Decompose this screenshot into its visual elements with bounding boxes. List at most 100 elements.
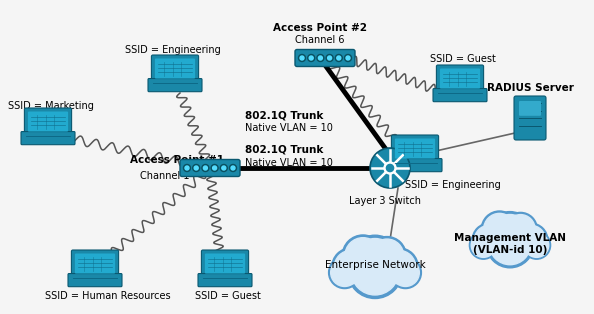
Circle shape	[488, 212, 532, 257]
Text: SSID = Human Resources: SSID = Human Resources	[45, 291, 170, 301]
Circle shape	[332, 248, 370, 286]
Circle shape	[349, 235, 400, 286]
Circle shape	[486, 220, 534, 268]
Circle shape	[514, 223, 548, 257]
FancyBboxPatch shape	[71, 250, 119, 277]
FancyBboxPatch shape	[437, 65, 484, 92]
Circle shape	[337, 56, 341, 60]
Text: SSID = Engineering: SSID = Engineering	[125, 45, 221, 55]
Circle shape	[203, 166, 207, 170]
Circle shape	[184, 165, 191, 171]
FancyBboxPatch shape	[201, 250, 249, 277]
FancyBboxPatch shape	[295, 50, 355, 67]
Circle shape	[471, 233, 495, 257]
Circle shape	[504, 212, 538, 246]
Circle shape	[328, 56, 331, 60]
Circle shape	[222, 166, 226, 170]
Circle shape	[309, 56, 313, 60]
Text: Enterprise Network: Enterprise Network	[325, 260, 425, 270]
Text: RADIUS Server: RADIUS Server	[486, 83, 573, 93]
Text: Management VLAN: Management VLAN	[454, 233, 566, 243]
Circle shape	[334, 250, 368, 284]
Text: Native VLAN = 10: Native VLAN = 10	[245, 123, 333, 133]
Circle shape	[353, 239, 397, 283]
FancyBboxPatch shape	[24, 108, 72, 135]
Circle shape	[380, 248, 418, 286]
FancyBboxPatch shape	[75, 253, 115, 273]
Circle shape	[516, 225, 546, 255]
Circle shape	[383, 250, 416, 284]
Circle shape	[484, 214, 516, 245]
Circle shape	[475, 225, 504, 255]
Circle shape	[368, 236, 406, 275]
Circle shape	[308, 55, 315, 62]
Text: Channel 1: Channel 1	[140, 171, 189, 181]
FancyBboxPatch shape	[388, 159, 442, 172]
Circle shape	[351, 248, 399, 295]
FancyBboxPatch shape	[519, 101, 541, 116]
FancyBboxPatch shape	[198, 273, 252, 287]
FancyBboxPatch shape	[21, 132, 75, 145]
Circle shape	[506, 214, 535, 244]
Circle shape	[231, 166, 235, 170]
Circle shape	[525, 233, 549, 257]
Text: Access Point #1: Access Point #1	[130, 155, 224, 165]
Circle shape	[346, 56, 350, 60]
Circle shape	[370, 239, 404, 273]
Text: SSID = Guest: SSID = Guest	[195, 291, 261, 301]
Text: Native VLAN = 10: Native VLAN = 10	[245, 158, 333, 168]
Circle shape	[300, 56, 304, 60]
FancyBboxPatch shape	[395, 138, 435, 159]
Circle shape	[387, 165, 394, 171]
Text: Access Point #2: Access Point #2	[273, 23, 367, 33]
FancyBboxPatch shape	[391, 135, 438, 162]
Text: SSID = Guest: SSID = Guest	[430, 54, 496, 64]
FancyBboxPatch shape	[68, 273, 122, 287]
Circle shape	[390, 257, 421, 289]
Circle shape	[345, 238, 381, 274]
Circle shape	[345, 55, 352, 62]
Circle shape	[342, 235, 384, 277]
Circle shape	[469, 231, 497, 259]
Circle shape	[229, 165, 236, 171]
Circle shape	[213, 166, 217, 170]
FancyBboxPatch shape	[440, 68, 480, 89]
FancyBboxPatch shape	[28, 111, 68, 132]
Circle shape	[317, 55, 324, 62]
Circle shape	[472, 223, 506, 257]
Text: 802.1Q Trunk: 802.1Q Trunk	[245, 145, 323, 155]
FancyBboxPatch shape	[514, 96, 546, 140]
Circle shape	[299, 55, 305, 62]
Text: SSID = Engineering: SSID = Engineering	[405, 180, 501, 190]
Text: 802.1Q Trunk: 802.1Q Trunk	[245, 110, 323, 120]
Circle shape	[318, 56, 323, 60]
FancyBboxPatch shape	[433, 89, 487, 102]
Circle shape	[491, 214, 529, 253]
Circle shape	[194, 166, 198, 170]
FancyBboxPatch shape	[180, 160, 240, 176]
Circle shape	[192, 165, 200, 171]
Text: (VLAN-id 10): (VLAN-id 10)	[473, 245, 547, 255]
Circle shape	[370, 148, 410, 188]
Text: SSID = Marketing: SSID = Marketing	[8, 101, 94, 111]
Circle shape	[185, 166, 189, 170]
Text: Layer 3 Switch: Layer 3 Switch	[349, 196, 421, 206]
Circle shape	[481, 211, 518, 247]
FancyBboxPatch shape	[148, 78, 202, 92]
Circle shape	[326, 55, 333, 62]
Text: Channel 6: Channel 6	[295, 35, 345, 45]
Circle shape	[211, 165, 218, 171]
Circle shape	[391, 259, 419, 286]
Circle shape	[489, 223, 530, 265]
Circle shape	[331, 259, 359, 286]
FancyBboxPatch shape	[151, 55, 198, 82]
FancyBboxPatch shape	[155, 58, 195, 78]
Circle shape	[348, 244, 402, 299]
Circle shape	[384, 162, 396, 174]
Circle shape	[202, 165, 209, 171]
Circle shape	[220, 165, 228, 171]
FancyBboxPatch shape	[205, 253, 245, 273]
Circle shape	[328, 257, 361, 289]
Circle shape	[523, 231, 551, 259]
Circle shape	[335, 55, 342, 62]
